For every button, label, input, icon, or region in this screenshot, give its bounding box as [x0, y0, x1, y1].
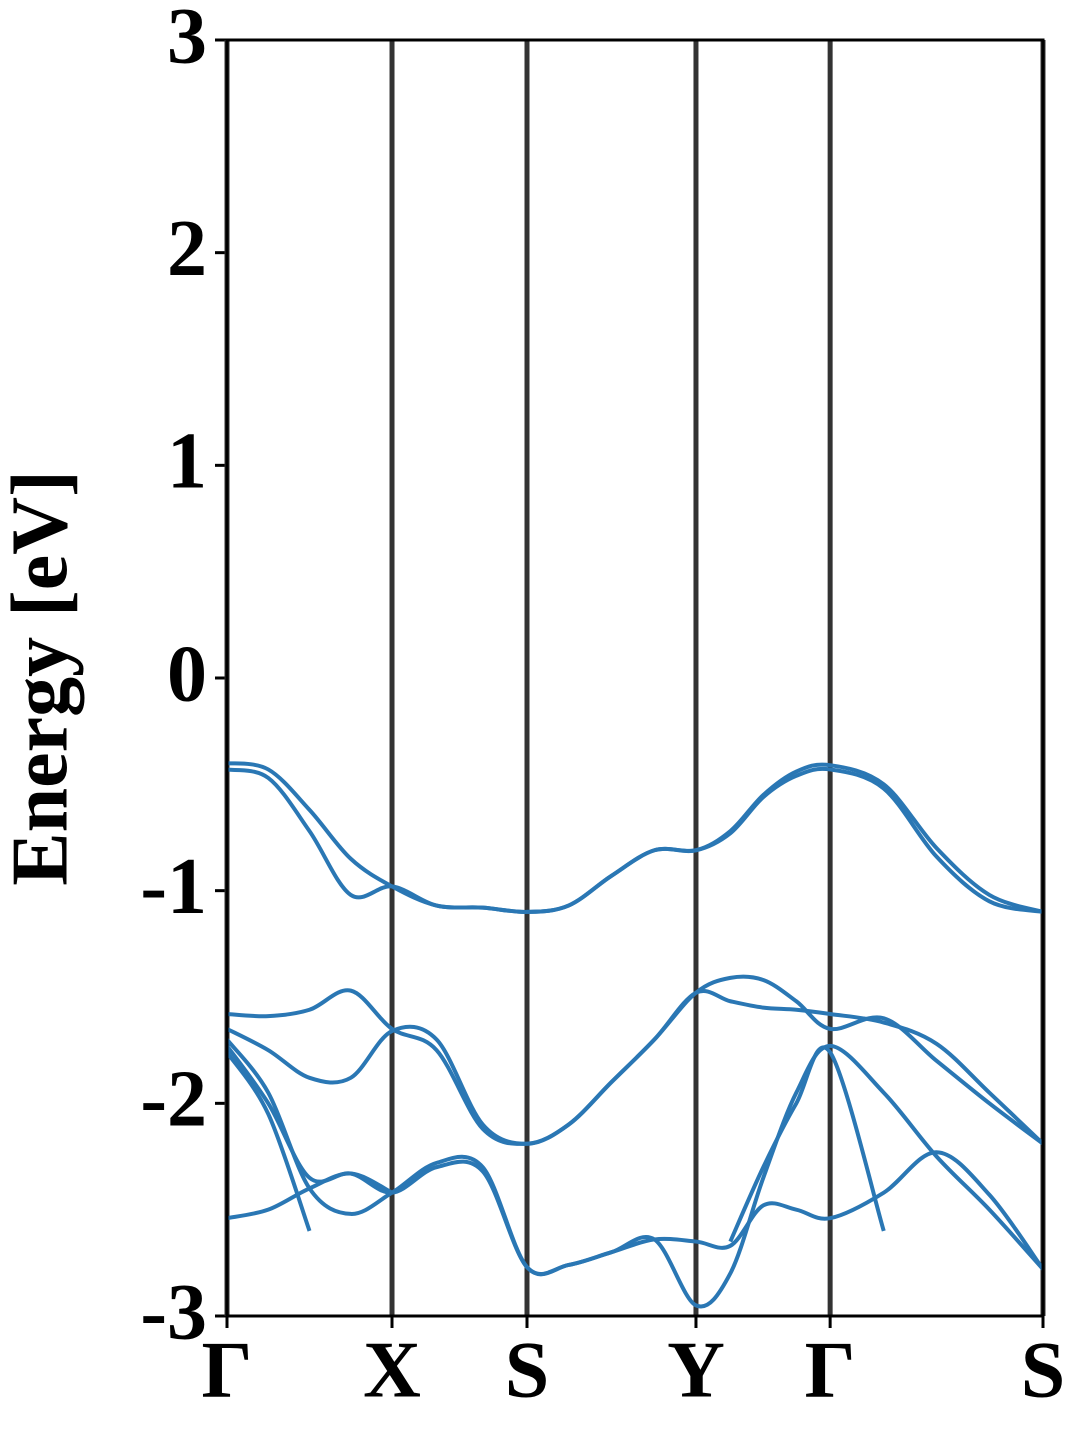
y-axis-label: Energy [eV] — [0, 470, 84, 885]
plot-frame — [225, 38, 1045, 1318]
band-line — [227, 974, 1043, 1146]
x-tick-label: Γ — [805, 1326, 856, 1414]
y-tick-label: 1 — [167, 418, 207, 506]
band-line — [227, 1043, 1043, 1309]
y-tick-label: 3 — [167, 0, 207, 80]
y-tick-label: -2 — [140, 1056, 207, 1144]
x-tick-label: S — [505, 1326, 550, 1414]
band-line — [227, 766, 1043, 914]
y-tick-label: 2 — [167, 205, 207, 293]
band-line — [227, 988, 1043, 1146]
x-tick-label: S — [1021, 1326, 1066, 1414]
x-tick-label: Γ — [202, 1326, 253, 1414]
y-tick-label: -1 — [140, 843, 207, 931]
x-tick-label: X — [363, 1326, 421, 1414]
x-tick-label: Y — [667, 1326, 725, 1414]
y-tick-label: 0 — [167, 630, 207, 718]
band-line — [227, 1171, 393, 1221]
y-tick-label: -3 — [140, 1268, 207, 1356]
band-line — [227, 1045, 886, 1243]
